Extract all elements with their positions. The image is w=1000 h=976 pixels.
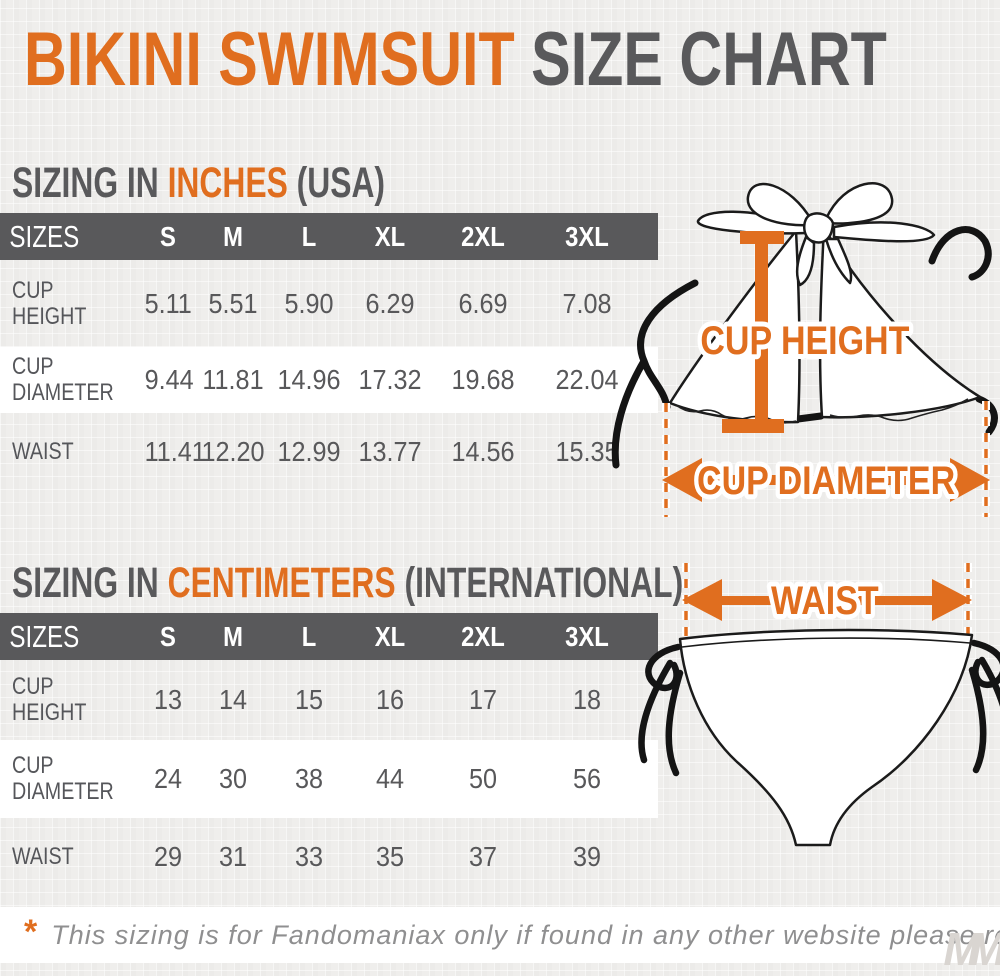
cm-table-header-row: SIZES S M L XL 2XL 3XL xyxy=(0,613,658,660)
inches-size-table: SIZES S M L XL 2XL 3XL CUP HEIGHT 5.11 5… xyxy=(0,213,658,491)
header-cell-l: L xyxy=(301,620,317,652)
bikini-bottom-ties xyxy=(638,639,1000,777)
cell-value: 50 xyxy=(468,763,498,794)
table-row: WAIST 11.41 12.20 12.99 13.77 14.56 15.3… xyxy=(0,413,658,491)
table-row: CUP HEIGHT 5.11 5.51 5.90 6.29 6.69 7.08 xyxy=(0,260,658,347)
row-label: CUP HEIGHT xyxy=(12,673,87,726)
cell-value: 31 xyxy=(218,840,248,872)
header-cell-3xl: 3XL xyxy=(565,220,609,252)
header-cell-xl: XL xyxy=(374,620,406,652)
cell-value: 39 xyxy=(572,840,602,872)
cell-value: 7.08 xyxy=(562,287,612,319)
footnote-text: This sizing is for Fandomaniax only if f… xyxy=(51,919,1000,950)
header-cell-m: M xyxy=(223,620,243,652)
row-label: WAIST xyxy=(12,842,74,870)
waist-label: WAIST xyxy=(771,577,879,622)
cell-value: 17.32 xyxy=(358,364,422,395)
page-title-rest: SIZE CHART xyxy=(531,17,887,102)
footnote-bar: * This sizing is for Fandomaniax only if… xyxy=(0,907,1000,963)
header-cell-sizes: SIZES xyxy=(9,618,80,654)
row-label: CUP DIAMETER xyxy=(12,353,114,406)
header-cell-sizes: SIZES xyxy=(9,218,80,254)
cell-value: 24 xyxy=(153,763,183,794)
section-title-inches: SIZING IN INCHES (USA) xyxy=(12,162,516,205)
cell-value: 5.11 xyxy=(144,287,192,319)
cell-value: 6.29 xyxy=(365,287,415,319)
section-prefix: SIZING IN xyxy=(12,159,159,207)
cell-value: 6.69 xyxy=(458,287,508,319)
cell-value: 11.81 xyxy=(202,364,264,395)
briefs-waistband-line xyxy=(681,637,971,648)
cell-value: 14.56 xyxy=(451,436,515,467)
waist-arrow-icon xyxy=(682,579,972,621)
cell-value: 9.44 xyxy=(144,364,194,395)
cell-value: 12.99 xyxy=(277,436,341,467)
cell-value: 44 xyxy=(375,763,405,794)
section-prefix: SIZING IN xyxy=(12,559,159,607)
cell-value: 12.20 xyxy=(201,436,265,467)
bikini-bottom-illustration: WAIST xyxy=(638,563,1000,847)
header-cell-m: M xyxy=(223,220,243,252)
cell-value: 16 xyxy=(375,684,405,715)
bikini-top-illustration: CUP HEIGHT CUP DIAMETER xyxy=(611,182,998,517)
cup-diameter-label: CUP DIAMETER xyxy=(697,457,955,502)
cell-value: 5.51 xyxy=(208,287,258,319)
cell-value: 13 xyxy=(153,684,183,715)
cell-value: 11.41 xyxy=(144,436,206,467)
cell-value: 5.90 xyxy=(284,287,334,319)
cell-value: 33 xyxy=(294,840,324,872)
section-unit: CENTIMETERS xyxy=(167,559,396,607)
cell-value: 29 xyxy=(153,840,183,872)
cell-value: 56 xyxy=(572,763,602,794)
header-cell-2xl: 2XL xyxy=(461,620,505,652)
cell-value: 22.04 xyxy=(555,364,619,395)
inches-table-header-row: SIZES S M L XL 2XL 3XL xyxy=(0,213,658,260)
header-cell-3xl: 3XL xyxy=(565,620,609,652)
asterisk-icon: * xyxy=(24,912,38,951)
row-label: CUP HEIGHT xyxy=(12,276,87,330)
cell-value: 30 xyxy=(218,763,248,794)
cell-value: 37 xyxy=(468,840,498,872)
table-row: CUP HEIGHT 13 14 15 16 17 18 xyxy=(0,660,658,740)
cup-diameter-dashed-guides xyxy=(662,401,990,517)
header-cell-s: S xyxy=(160,620,176,652)
cell-value: 15.35 xyxy=(555,436,619,467)
bikini-top-bow xyxy=(696,182,936,287)
header-cell-xl: XL xyxy=(374,220,406,252)
cup-diameter-arrow-icon xyxy=(662,458,990,502)
row-label: CUP DIAMETER xyxy=(12,752,114,805)
header-cell-l: L xyxy=(301,220,317,252)
row-label: WAIST xyxy=(12,438,74,466)
cell-value: 17 xyxy=(468,684,498,715)
cell-value: 13.77 xyxy=(358,436,422,467)
page-title-highlight: BIKINI SWIMSUIT xyxy=(24,17,515,102)
cell-value: 18 xyxy=(572,684,602,715)
cell-value: 14.96 xyxy=(277,364,341,395)
cell-value: 38 xyxy=(294,763,324,794)
header-cell-s: S xyxy=(160,220,176,252)
centimeters-size-table: SIZES S M L XL 2XL 3XL CUP HEIGHT 13 14 … xyxy=(0,613,658,895)
page-title: BIKINI SWIMSUIT SIZE CHART xyxy=(24,22,1000,98)
section-title-centimeters: SIZING IN CENTIMETERS (INTERNATIONAL) xyxy=(12,562,919,605)
watermark: MM xyxy=(943,923,1000,975)
header-cell-2xl: 2XL xyxy=(461,220,505,252)
bikini-top-strings xyxy=(611,226,998,469)
cup-height-measure-icon xyxy=(722,231,784,433)
bikini-bottom-briefs xyxy=(678,628,974,847)
table-row: CUP DIAMETER 9.44 11.81 14.96 17.32 19.6… xyxy=(0,347,658,413)
cell-value: 14 xyxy=(218,684,248,715)
section-suffix: (INTERNATIONAL) xyxy=(404,559,684,607)
table-row: WAIST 29 31 33 35 37 39 xyxy=(0,818,658,895)
cell-value: 19.68 xyxy=(451,364,515,395)
section-suffix: (USA) xyxy=(296,159,386,207)
cell-value: 15 xyxy=(294,684,324,715)
section-unit: INCHES xyxy=(167,159,288,207)
cup-height-label: CUP HEIGHT xyxy=(700,317,909,362)
cell-value: 35 xyxy=(375,840,405,872)
table-row: CUP DIAMETER 24 30 38 44 50 56 xyxy=(0,740,658,818)
